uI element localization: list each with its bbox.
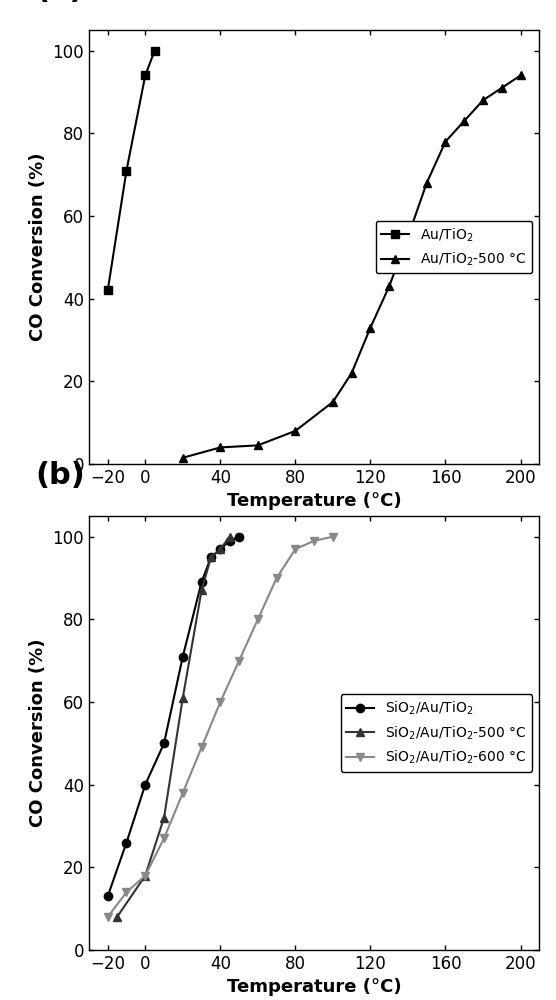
Line: SiO$_2$/Au/TiO$_2$: SiO$_2$/Au/TiO$_2$ [103,533,243,900]
Au/TiO$_2$-500 °C [330,396,336,408]
SiO$_2$/Au/TiO$_2$ [123,837,130,849]
Au/TiO$_2$ [123,165,130,177]
SiO$_2$/Au/TiO$_2$-600 °C [330,531,336,543]
Legend: Au/TiO$_2$, Au/TiO$_2$-500 °C: Au/TiO$_2$, Au/TiO$_2$-500 °C [376,221,533,273]
Au/TiO$_2$-500 °C [386,280,393,292]
SiO$_2$/Au/TiO$_2$-600 °C [142,870,148,882]
Au/TiO$_2$ [105,284,111,296]
SiO$_2$/Au/TiO$_2$-600 °C [217,696,224,708]
Au/TiO$_2$ [151,45,158,57]
Au/TiO$_2$-500 °C [292,425,299,437]
Au/TiO$_2$-500 °C [498,82,505,94]
SiO$_2$/Au/TiO$_2$ [142,779,148,791]
SiO$_2$/Au/TiO$_2$ [217,543,224,555]
SiO$_2$/Au/TiO$_2$-600 °C [292,543,299,555]
Au/TiO$_2$ [142,69,148,81]
SiO$_2$/Au/TiO$_2$-500 °C [217,543,224,555]
X-axis label: Temperature (°C): Temperature (°C) [227,492,401,510]
Au/TiO$_2$-500 °C [480,94,486,106]
SiO$_2$/Au/TiO$_2$ [226,535,233,547]
Y-axis label: CO Conversion (%): CO Conversion (%) [29,639,47,827]
SiO$_2$/Au/TiO$_2$-500 °C [161,812,167,824]
Au/TiO$_2$-500 °C [367,322,374,334]
SiO$_2$/Au/TiO$_2$-600 °C [198,741,205,753]
Legend: SiO$_2$/Au/TiO$_2$, SiO$_2$/Au/TiO$_2$-500 °C, SiO$_2$/Au/TiO$_2$-600 °C: SiO$_2$/Au/TiO$_2$, SiO$_2$/Au/TiO$_2$-5… [341,694,533,772]
SiO$_2$/Au/TiO$_2$-500 °C [198,584,205,596]
SiO$_2$/Au/TiO$_2$ [198,576,205,588]
SiO$_2$/Au/TiO$_2$-500 °C [114,911,121,923]
SiO$_2$/Au/TiO$_2$ [180,651,186,663]
Line: SiO$_2$/Au/TiO$_2$-500 °C: SiO$_2$/Au/TiO$_2$-500 °C [113,533,234,921]
Line: Au/TiO$_2$-500 °C: Au/TiO$_2$-500 °C [178,71,525,462]
SiO$_2$/Au/TiO$_2$-600 °C [180,787,186,799]
Au/TiO$_2$-500 °C [517,69,524,81]
SiO$_2$/Au/TiO$_2$ [236,531,242,543]
Au/TiO$_2$-500 °C [405,231,411,243]
SiO$_2$/Au/TiO$_2$ [105,890,111,902]
Text: (b): (b) [35,461,85,490]
SiO$_2$/Au/TiO$_2$-600 °C [273,572,280,584]
Text: (a): (a) [35,0,83,4]
SiO$_2$/Au/TiO$_2$-500 °C [180,692,186,704]
Au/TiO$_2$-500 °C [217,441,224,453]
SiO$_2$/Au/TiO$_2$-600 °C [123,886,130,898]
Au/TiO$_2$-500 °C [461,115,468,127]
SiO$_2$/Au/TiO$_2$-600 °C [255,613,261,625]
Au/TiO$_2$-500 °C [348,367,355,379]
Y-axis label: CO Conversion (%): CO Conversion (%) [29,153,47,341]
SiO$_2$/Au/TiO$_2$-600 °C [311,535,317,547]
SiO$_2$/Au/TiO$_2$-500 °C [226,531,233,543]
X-axis label: Temperature (°C): Temperature (°C) [227,978,401,996]
SiO$_2$/Au/TiO$_2$ [207,551,214,563]
SiO$_2$/Au/TiO$_2$ [161,737,167,749]
SiO$_2$/Au/TiO$_2$-500 °C [142,870,148,882]
Au/TiO$_2$-500 °C [424,177,430,189]
Au/TiO$_2$-500 °C [180,452,186,464]
Line: SiO$_2$/Au/TiO$_2$-600 °C: SiO$_2$/Au/TiO$_2$-600 °C [103,533,337,921]
SiO$_2$/Au/TiO$_2$-500 °C [207,551,214,563]
Line: Au/TiO$_2$: Au/TiO$_2$ [103,46,159,295]
SiO$_2$/Au/TiO$_2$-600 °C [105,911,111,923]
Au/TiO$_2$-500 °C [442,136,449,148]
SiO$_2$/Au/TiO$_2$-600 °C [236,655,242,667]
Au/TiO$_2$-500 °C [255,439,261,451]
SiO$_2$/Au/TiO$_2$-600 °C [161,832,167,844]
